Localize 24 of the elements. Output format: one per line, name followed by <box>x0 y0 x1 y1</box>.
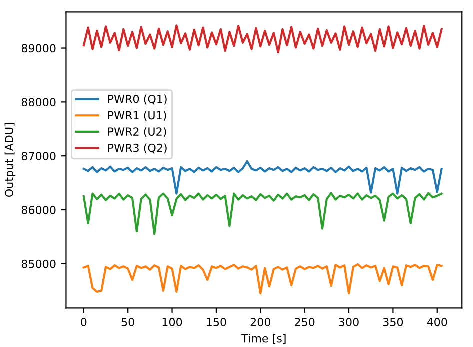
x-tick-label: 0 <box>81 318 87 326</box>
line-series <box>82 24 443 54</box>
line-series <box>82 160 443 195</box>
line-series <box>82 263 443 295</box>
x-tick-label: 200 <box>250 318 270 326</box>
y-tick-label: 85000 <box>22 260 56 268</box>
y-tick-label: 87000 <box>22 152 56 160</box>
x-tick-label: 100 <box>162 318 182 326</box>
x-tick-label: 150 <box>207 318 226 326</box>
legend-label: PWR1 (U1) <box>108 111 166 121</box>
x-tick-label: 400 <box>427 318 448 326</box>
x-axis-title: Time [s] <box>242 334 286 344</box>
x-tick-label: 300 <box>339 318 359 326</box>
x-tick-label: 350 <box>383 318 404 326</box>
y-tick-label: 88000 <box>22 98 56 107</box>
legend-label: PWR0 (Q1) <box>108 94 167 105</box>
legend-label: PWR3 (Q2) <box>108 144 167 154</box>
line-series <box>82 192 443 236</box>
x-tick-label: 50 <box>122 318 134 326</box>
legend-label: PWR2 (U2) <box>108 127 166 138</box>
y-tick-label: 86000 <box>22 206 56 214</box>
y-tick-label: 89000 <box>22 44 56 53</box>
x-tick-label: 250 <box>295 318 315 326</box>
y-axis-title: Output [ADU] <box>4 124 16 198</box>
